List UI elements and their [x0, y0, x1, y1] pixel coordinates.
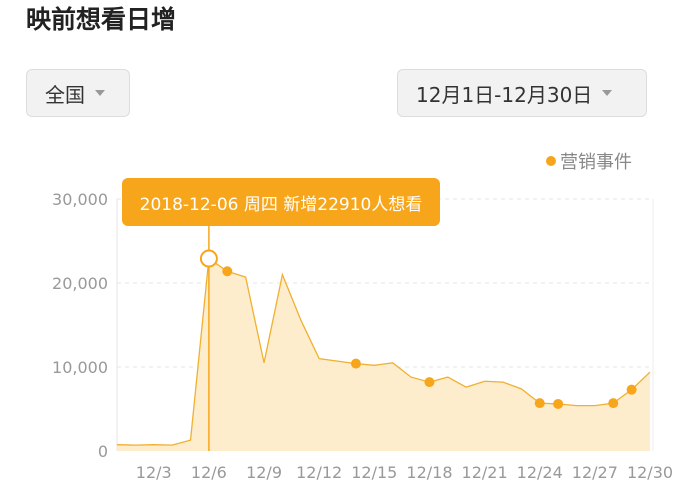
page-title: 映前想看日增: [26, 5, 177, 34]
y-tick-label: 30,000: [52, 190, 108, 209]
x-tick-label: 12/27: [572, 463, 618, 482]
x-tick-label: 12/12: [296, 463, 342, 482]
region-value: 全国: [45, 82, 85, 107]
x-tick-label: 12/15: [351, 463, 397, 482]
x-tick-label: 12/9: [246, 463, 282, 482]
chevron-down-icon: [95, 90, 105, 96]
legend-dot-icon: [546, 156, 556, 166]
y-tick-label: 0: [98, 442, 108, 461]
marketing-event-marker: [424, 377, 435, 388]
legend[interactable]: 营销事件: [546, 148, 632, 174]
legend-label: 营销事件: [560, 152, 632, 173]
region-dropdown[interactable]: 全国: [26, 69, 130, 117]
x-tick-label: 12/21: [462, 463, 508, 482]
date-range-dropdown[interactable]: 12月1日-12月30日: [397, 69, 647, 117]
marketing-event-marker: [626, 384, 637, 395]
x-tick-label: 12/3: [136, 463, 172, 482]
tooltip: 2018-12-06 周四 新增22910人想看: [122, 178, 440, 226]
highlight-point: [199, 249, 218, 268]
area-fill: [117, 258, 650, 451]
x-tick-label: 12/24: [517, 463, 563, 482]
x-tick-label: 12/30: [627, 463, 673, 482]
marketing-event-marker: [608, 398, 619, 409]
x-tick-label: 12/18: [406, 463, 452, 482]
marketing-event-marker: [553, 398, 564, 409]
marketing-event-marker: [350, 358, 361, 369]
y-tick-label: 20,000: [52, 274, 108, 293]
date-range-value: 12月1日-12月30日: [416, 82, 593, 107]
marketing-event-marker: [534, 398, 545, 409]
y-tick-label: 10,000: [52, 358, 108, 377]
x-tick-label: 12/6: [191, 463, 227, 482]
marketing-event-marker: [222, 266, 233, 277]
chevron-down-icon: [602, 90, 613, 96]
